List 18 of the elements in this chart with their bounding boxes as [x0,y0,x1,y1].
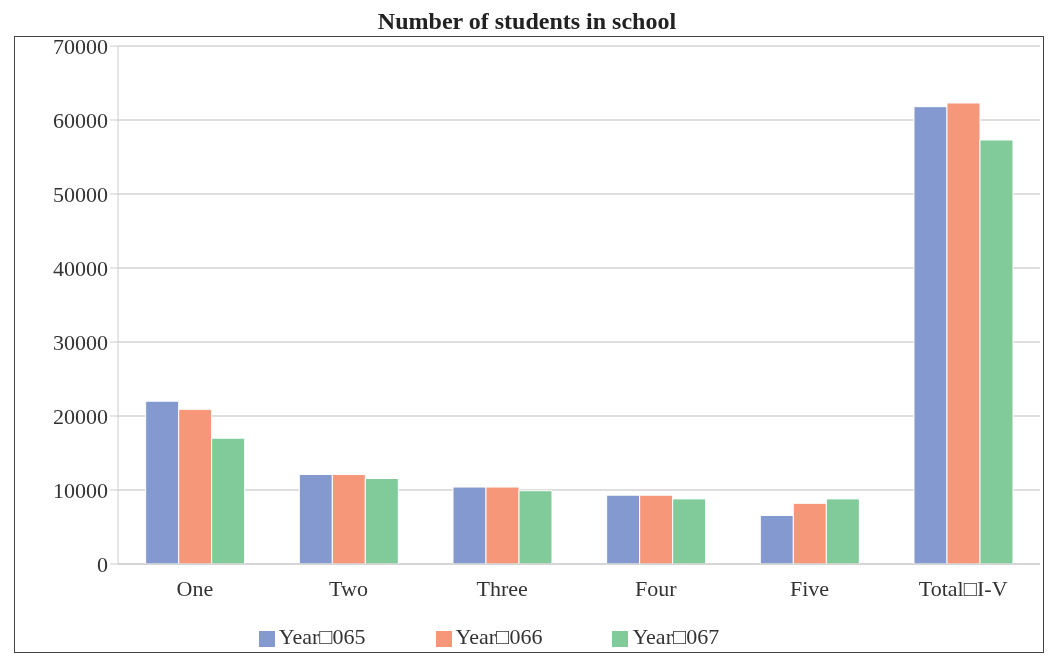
x-tick-label: Two [329,575,368,601]
legend-label: Year□065 [278,624,366,649]
y-tick-label: 40000 [53,255,108,281]
y-tick-label: 50000 [53,181,108,207]
legend-label: Year□067 [632,624,720,649]
x-tick-label: Total□I-V [918,575,1008,601]
y-tick-label: 0 [97,551,108,577]
x-tick-label: Five [789,575,830,601]
y-tick-label: 10000 [53,477,108,503]
y-tick-label: 70000 [53,33,108,59]
y-tick-label: 30000 [53,329,108,355]
x-tick-label: One [176,575,214,601]
legend-label: Year□066 [455,624,543,649]
chart-title: Number of students in school [376,8,678,35]
x-tick-label: Three [476,575,528,601]
y-tick-label: 60000 [53,107,108,133]
x-tick-label: Four [635,575,678,601]
y-tick-label: 20000 [53,403,108,429]
